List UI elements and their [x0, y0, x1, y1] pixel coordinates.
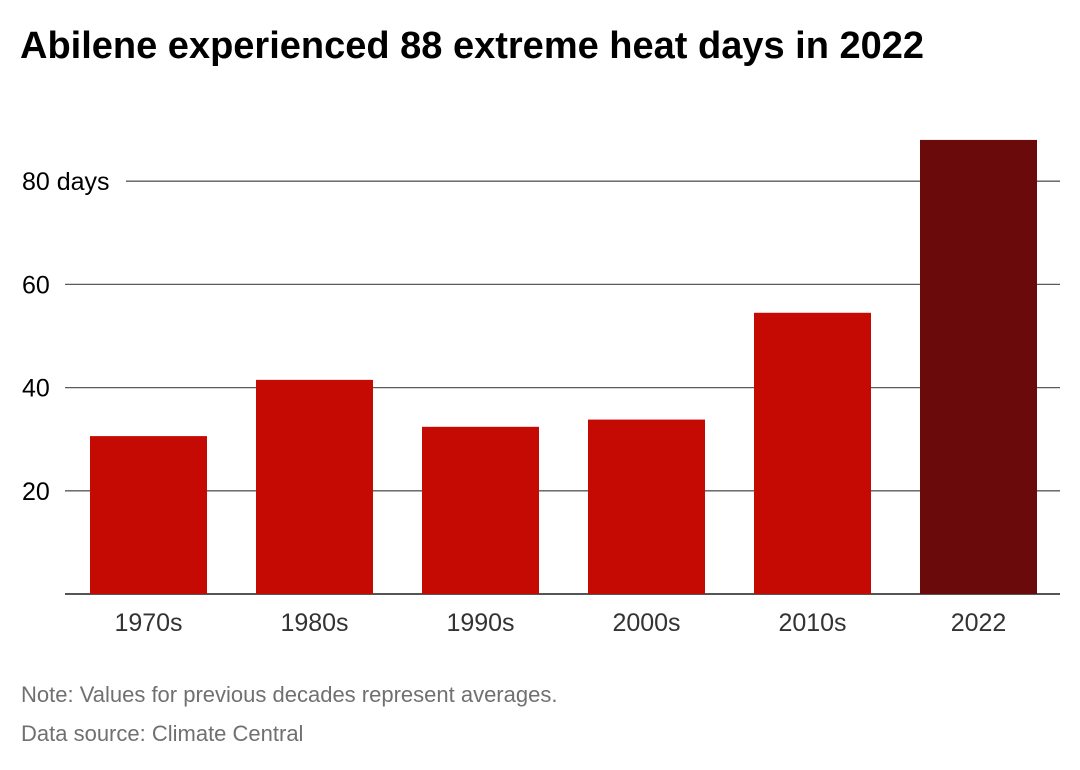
bar-chart: 20 40 60 80 days 1970s 1980s 1990s 2000s 2010s 20… — [22, 139, 1060, 637]
y-tick-label: 60 — [22, 271, 50, 299]
x-tick-label: 2022 — [951, 609, 1007, 637]
axis-labels: 20 40 60 80 days 1970s 1980s 1990s 2000s 2010s 20… — [22, 168, 1006, 637]
bar-2000s — [588, 419, 705, 594]
x-tick-label: 2000s — [612, 609, 680, 637]
bar-1990s — [422, 426, 539, 594]
bars — [90, 139, 1037, 595]
bar-1970s — [90, 436, 207, 594]
x-tick-label: 2010s — [778, 609, 846, 637]
bar-2022 — [920, 139, 1037, 595]
bar-2010s — [754, 312, 871, 594]
x-tick-label: 1990s — [446, 609, 514, 637]
footnote-note: Note: Values for previous decades repres… — [21, 682, 558, 707]
x-tick-label: 1980s — [280, 609, 348, 637]
y-tick-label: 40 — [22, 375, 50, 403]
chart-title: Abilene experienced 88 extreme heat days… — [20, 25, 925, 67]
y-tick-label: 80 days — [22, 168, 110, 196]
x-tick-label: 1970s — [114, 609, 182, 637]
bar-1980s — [256, 379, 373, 594]
gridlines — [65, 180, 1060, 595]
y-tick-label: 20 — [22, 478, 50, 506]
footnote-source: Data source: Climate Central — [21, 721, 304, 746]
